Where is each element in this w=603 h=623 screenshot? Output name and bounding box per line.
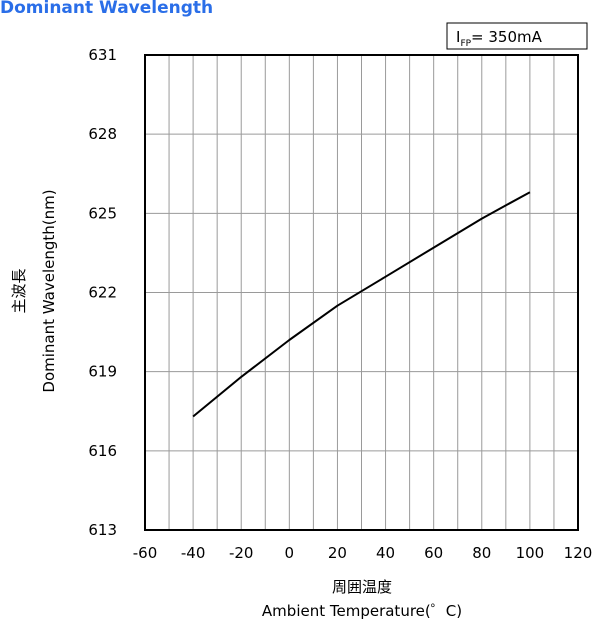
x-tick-label: 0 [285,544,295,562]
x-axis-label-jp: 周囲温度 [332,578,392,596]
y-tick-label: 622 [88,284,117,302]
x-tick-labels: -60 -40 -20 0 20 40 60 80 100 120 [133,544,593,562]
grid-lines [145,55,578,530]
x-tick-label: -40 [181,544,206,562]
x-tick-label: 60 [424,544,443,562]
plot-frame [144,54,579,531]
series-group [192,191,531,418]
y-axis-label: Dominant Wavelength(nm) [40,189,58,392]
y-tick-label: 628 [88,125,117,143]
x-axis-label: Ambient Temperature(゜C) [262,602,462,620]
y-tick-label: 631 [88,46,117,64]
chart-title: Dominant Wavelength [0,0,214,18]
x-tick-label: 100 [516,544,545,562]
series-line [192,191,531,418]
x-tick-label: 120 [564,544,593,562]
y-tick-label: 613 [88,521,117,539]
x-tick-label: -60 [133,544,158,562]
legend-frame [446,22,588,50]
x-tick-label: 20 [328,544,347,562]
y-tick-label: 625 [88,204,117,222]
legend-box: IFP= 350mA [446,22,588,50]
y-tick-labels: 613 616 619 622 625 628 631 [88,46,117,539]
x-tick-label: 40 [376,544,395,562]
legend-label: IFP= 350mA [456,28,543,49]
x-tick-label: 80 [472,544,491,562]
y-axis-label-jp: 主波長 [10,268,28,313]
x-tick-label: -20 [229,544,254,562]
y-tick-label: 616 [88,442,117,460]
y-tick-label: 619 [88,363,117,381]
